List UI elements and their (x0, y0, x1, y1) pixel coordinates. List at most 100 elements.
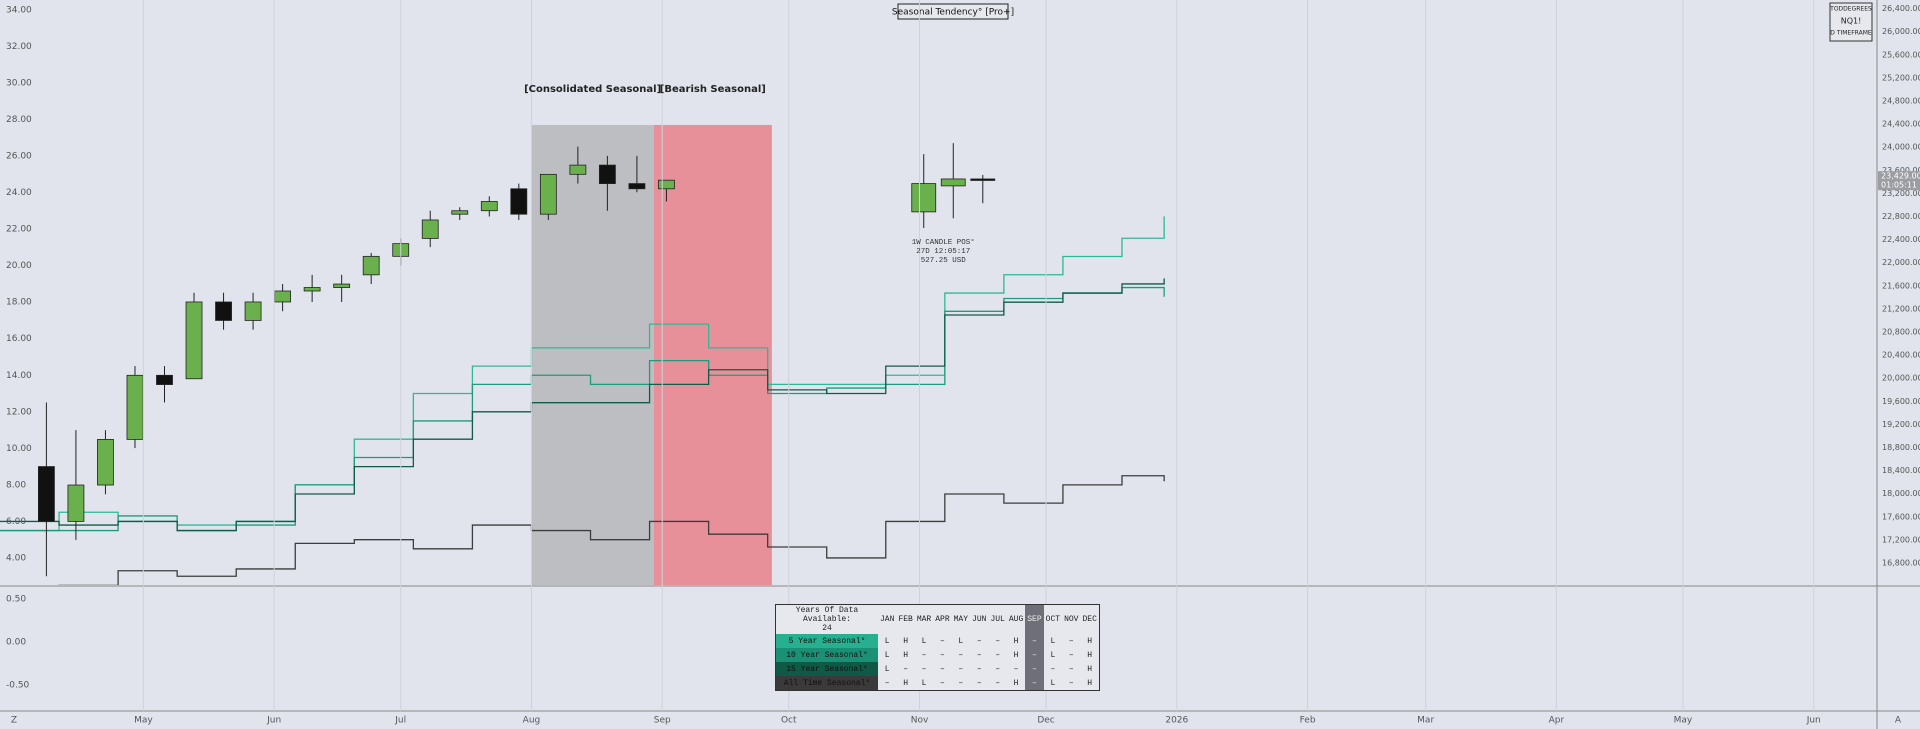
y-tick-label: 26.00 (6, 152, 32, 162)
y-tick-label: 24.00 (6, 188, 32, 198)
candle-body (569, 164, 587, 175)
month-cell: – (1025, 634, 1044, 648)
month-cell: H (1087, 664, 1093, 674)
x-tick-label: May (134, 716, 153, 726)
region-label: [Consolidated Seasonal] (524, 84, 661, 95)
y2-tick-label: 22,800.00 (1882, 212, 1920, 221)
month-cell: L (1050, 650, 1056, 660)
candle-body (97, 439, 114, 486)
x-tick-label: Jul (394, 716, 406, 726)
y-tick-label: 22.00 (6, 225, 32, 235)
month-cell: – (1068, 636, 1074, 646)
x-tick-label: Jun (1806, 716, 1821, 726)
candle-body (37, 466, 55, 522)
y2-tick-label: 18,000.00 (1882, 489, 1920, 498)
month-cell: – (976, 664, 982, 674)
month-header: MAY (953, 615, 969, 624)
candle-body (911, 183, 937, 213)
month-header: JUL (990, 615, 1005, 624)
table-row: 5 Year Seasonal° L H L – L – – H – L – H (775, 634, 1100, 648)
month-cell: – (940, 650, 945, 660)
candle-body (362, 255, 380, 276)
chart-title: Seasonal Tendency° [Pro+] (892, 8, 1014, 18)
row-label: 15 Year Seasonal° (775, 662, 878, 676)
month-cell: – (1068, 678, 1074, 688)
row-label: 5 Year Seasonal° (775, 634, 878, 648)
y2-tick-label: 20,000.00 (1882, 374, 1920, 383)
x-tick-label: Dec (1037, 716, 1054, 726)
y2-tick-label: 24,400.00 (1882, 120, 1920, 129)
month-cell: – (1068, 650, 1074, 660)
x-tick-label: Aug (523, 716, 541, 726)
x-tick-label: Feb (1300, 716, 1316, 726)
y-tick-label: 12.00 (6, 407, 32, 417)
seasonal-region (653, 124, 772, 585)
table-row: All Time Seasonal° – H L – – – – H – L – H (775, 676, 1100, 691)
month-cell: – (976, 636, 982, 646)
month-cell: L (884, 664, 890, 674)
month-header: NOV (1064, 615, 1079, 624)
table-header-cell: Years Of Data Available: 24 (776, 605, 879, 635)
month-header: AUG (1008, 615, 1024, 624)
month-cell: – (940, 664, 945, 674)
candle-body (215, 301, 232, 321)
projection-info: 1W CANDLE POS° (912, 238, 975, 247)
y2-tick-label: 18,400.00 (1882, 466, 1920, 475)
y-tick-label: 10.00 (6, 444, 32, 454)
y2-tick-label: 25,200.00 (1882, 73, 1920, 82)
candle-body (480, 201, 498, 212)
month-cell: – (958, 678, 964, 688)
month-cell: H (903, 650, 909, 660)
y2-tick-label: 20,800.00 (1882, 328, 1920, 337)
y-tick-label: 6.00 (6, 517, 26, 527)
y2-tick-label: 23,200.00 (1882, 189, 1920, 198)
month-header: SEP (1025, 604, 1044, 634)
x-tick-label: Apr (1549, 716, 1565, 726)
month-header: MAR (916, 615, 932, 624)
pane-y-tick-label: 0.00 (6, 638, 26, 648)
x-tick-label: Oct (781, 716, 797, 726)
month-header: FEB (898, 615, 913, 624)
candle-body (451, 210, 469, 215)
y2-tick-label: 23,600.00 (1882, 166, 1920, 175)
symbol-box-text: D TIMEFRAME (1830, 30, 1872, 37)
y-tick-label: 4.00 (6, 553, 26, 563)
month-cell: – (1068, 664, 1074, 674)
month-cell: – (921, 650, 927, 660)
month-cell: L (921, 678, 927, 688)
month-cell: H (903, 636, 909, 646)
month-cell: – (1025, 648, 1044, 662)
month-cell: – (995, 664, 1001, 674)
last-price-label: 23,429.00 (1881, 172, 1920, 181)
month-cell: H (1087, 636, 1093, 646)
month-cell: L (1050, 678, 1056, 688)
y2-tick-label: 21,600.00 (1882, 281, 1920, 290)
x-tick-label: May (1674, 716, 1693, 726)
seasonal-line (0, 278, 1165, 532)
candle-body (628, 183, 646, 190)
month-cell: – (995, 650, 1001, 660)
title-box (897, 3, 1009, 20)
table-row: 15 Year Seasonal° L – – – – – – – – – – H (775, 662, 1100, 676)
month-cell: H (1013, 650, 1019, 660)
x-tick-label: Mar (1417, 716, 1434, 726)
month-cell: – (940, 678, 945, 688)
candle-body (244, 301, 262, 321)
month-cell: – (958, 664, 964, 674)
month-cell: H (903, 678, 909, 688)
x-tick-label: Nov (911, 716, 929, 726)
table-row: 10 Year Seasonal° L H – – – – – H – L – H (775, 648, 1100, 662)
x-tick-label: 2026 (1165, 716, 1188, 726)
y2-tick-label: 16,800.00 (1882, 558, 1920, 567)
month-cell: H (1013, 678, 1019, 688)
seasonal-table: Years Of Data Available: 24 JAN FEB MAR APR MAY… (775, 604, 1100, 691)
month-cell: – (940, 636, 945, 646)
seasonal-line (0, 216, 1165, 532)
month-cell: L (921, 636, 927, 646)
header-line: 24 (822, 624, 832, 633)
y2-tick-label: 17,200.00 (1882, 535, 1920, 544)
month-cell: L (1050, 636, 1056, 646)
table-header-row: Years Of Data Available: 24 JAN FEB MAR APR MAY… (776, 604, 1100, 635)
row-label: 10 Year Seasonal° (775, 648, 878, 662)
